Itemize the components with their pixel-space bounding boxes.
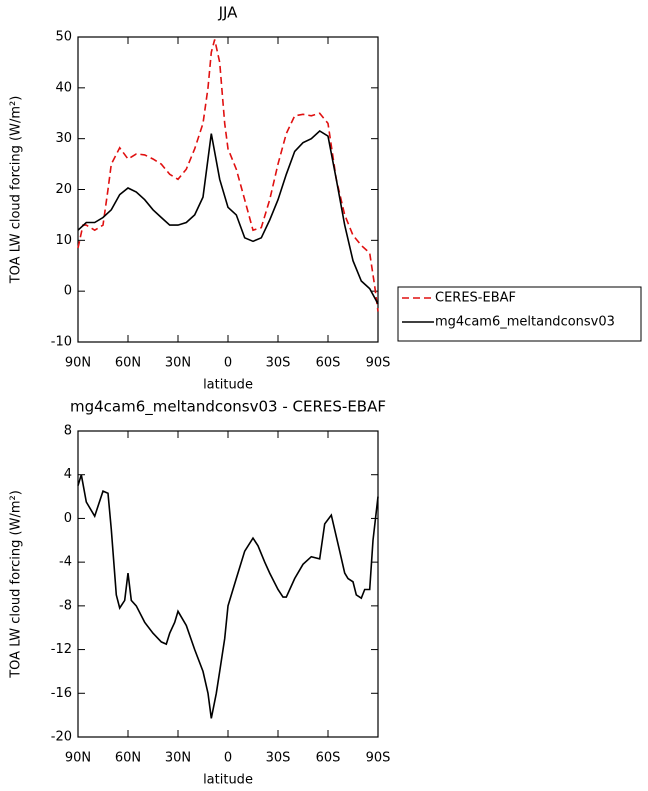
plot-frame [77,430,379,738]
data-line [77,130,379,305]
y-tick-label: 0 [64,284,72,299]
y-tick-label: 8 [64,424,72,439]
x-tick-label: 90N [65,356,91,371]
data-line [77,474,379,719]
y-tick-label: 50 [55,30,72,45]
y-axis-label: TOA LW cloud forcing (W/m²) [9,96,24,285]
y-tick-label: -4 [59,555,72,570]
chart-title: mg4cam6_meltandconsv03 - CERES-EBAF [70,398,386,417]
x-tick-label: 60S [316,356,341,371]
y-tick-label: 0 [64,511,72,526]
x-tick-label: 60N [115,751,141,766]
y-tick-label: -8 [59,598,72,613]
y-tick-label: -12 [51,642,72,657]
legend-label: CERES-EBAF [435,291,516,306]
x-tick-label: 30S [266,356,291,371]
data-line [77,39,379,312]
x-tick-label: 90N [65,751,91,766]
plot-frame [77,36,379,343]
y-tick-label: 20 [55,182,72,197]
y-tick-label: 4 [64,467,72,482]
x-axis-label: latitude [203,773,253,788]
legend-box [397,286,642,342]
chart-title: JJA [218,4,239,22]
legend-label: mg4cam6_meltandconsv03 [435,315,615,330]
y-tick-label: -20 [51,730,72,745]
x-tick-label: 0 [224,751,232,766]
x-axis-label: latitude [203,378,253,393]
x-tick-label: 30N [165,356,191,371]
x-tick-label: 30S [266,751,291,766]
y-tick-label: -10 [51,335,72,350]
y-tick-label: 10 [55,233,72,248]
x-tick-label: 0 [224,356,232,371]
y-tick-label: 40 [55,80,72,95]
x-tick-label: 60N [115,356,141,371]
x-tick-label: 60S [316,751,341,766]
y-axis-label: TOA LW cloud forcing (W/m²) [9,490,24,679]
x-tick-label: 90S [366,751,391,766]
y-tick-label: -16 [51,686,72,701]
x-tick-label: 90S [366,356,391,371]
x-tick-label: 30N [165,751,191,766]
y-tick-label: 30 [55,131,72,146]
